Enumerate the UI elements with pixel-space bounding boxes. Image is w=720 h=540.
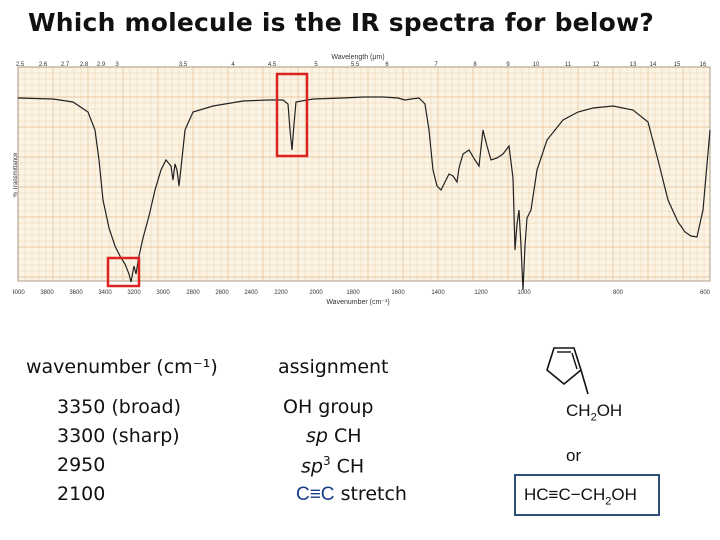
assignment-row-4: C≡C stretch (296, 483, 407, 506)
wavenumber-row-4: 2100 (57, 483, 106, 505)
spectrum-plot-area (18, 67, 710, 281)
triple-bond-label: C≡C (296, 484, 335, 505)
wavelength-tick: 11 (565, 62, 572, 68)
sp-italic: sp (306, 425, 328, 447)
wavelength-tick: 4.5 (268, 62, 277, 68)
wavelength-tick: 7 (434, 62, 438, 68)
wavenumber-row-1: 3350 (broad) (57, 396, 182, 418)
sp-italic: sp (301, 455, 323, 478)
propargyl-alcohol-box (514, 474, 660, 516)
wavenumber-axis-label: Wavenumber (cm⁻¹) (326, 299, 389, 306)
sp-ch-highlight (106, 256, 141, 288)
substituent-ch2oh: CH2OH (566, 401, 623, 424)
wavenumber-tick: 800 (613, 290, 624, 296)
wavelength-tick: 3.5 (179, 62, 188, 68)
wavenumber-tick: 3200 (127, 290, 141, 296)
wavelength-tick: 2.6 (39, 62, 48, 68)
wavelength-tick: 12 (593, 62, 600, 68)
wavenumber-tick: 600 (700, 290, 711, 296)
or-label: or (566, 446, 582, 465)
assignment-row-2: sp CH (306, 425, 362, 447)
wavelength-axis-label: Wavelength (μm) (331, 54, 384, 61)
wavelength-tick: 2.9 (97, 62, 106, 68)
wavelength-tick: 6 (385, 62, 389, 68)
wavelength-tick: 16 (700, 62, 707, 68)
wavenumber-tick: 2600 (215, 290, 229, 296)
wavelength-tick: 13 (630, 62, 637, 68)
ch-text: CH (327, 425, 362, 447)
wavenumber-tick: 1600 (391, 290, 405, 296)
wavenumber-tick: 3400 (98, 290, 112, 296)
wavelength-tick: 4 (231, 62, 235, 68)
wavenumber-header: wavenumber (cm⁻¹) (26, 356, 218, 378)
wavenumber-row-3: 2950 (57, 454, 106, 476)
sp3-superscript: 3 (322, 454, 331, 468)
wavenumber-tick-labels: 4000 3800 3600 3400 3200 3000 2800 2600 2400 2200… (13, 290, 711, 296)
spectrum-grid (17, 66, 710, 281)
wavelength-tick: 2.5 (16, 62, 25, 68)
wavenumber-tick: 2400 (244, 290, 258, 296)
wavenumber-tick: 1800 (346, 290, 360, 296)
ir-spectrum: 2.5 2.6 2.7 2.8 2.9 3 3.5 4 4.5 5 5.5 6 7 8 9 10 11 12 13 1… (13, 54, 711, 306)
wavenumber-tick: 2200 (274, 290, 288, 296)
wavenumber-tick: 4000 (13, 290, 25, 296)
wavenumber-tick: 1000 (517, 290, 531, 296)
wavelength-tick: 14 (650, 62, 657, 68)
wavenumber-row-2: 3300 (sharp) (57, 425, 180, 447)
wavelength-tick: 2.7 (61, 62, 70, 68)
wavenumber-tick: 3600 (69, 290, 83, 296)
transmittance-axis-label: % Transmittance (13, 152, 19, 197)
wavelength-tick: 10 (533, 62, 540, 68)
wavelength-tick: 3 (115, 62, 119, 68)
ch-text: CH (330, 455, 365, 478)
assignment-row-1: OH group (283, 396, 374, 418)
cyclopentene-methanol-structure (546, 347, 589, 395)
wavelength-tick: 15 (674, 62, 681, 68)
wavelength-tick-labels: 2.5 2.6 2.7 2.8 2.9 3 3.5 4 4.5 5 5.5 6 7 8 9 10 11 12 13 1… (16, 62, 707, 68)
wavelength-tick: 5.5 (351, 62, 360, 68)
propargyl-alcohol-formula: HC≡C−CH2OH (524, 485, 637, 508)
wavelength-tick: 5 (314, 62, 318, 68)
wavenumber-tick: 1200 (474, 290, 488, 296)
wavenumber-tick: 3800 (40, 290, 54, 296)
slide-title: Which molecule is the IR spectra for bel… (28, 8, 654, 37)
stretch-text: stretch (334, 483, 407, 505)
wavenumber-tick: 1400 (431, 290, 445, 296)
wavenumber-tick: 2800 (186, 290, 200, 296)
spectrum-trace (17, 96, 711, 291)
alkyne-stretch-highlight (275, 72, 309, 158)
wavelength-tick: 9 (506, 62, 510, 68)
wavelength-tick: 2.8 (80, 62, 89, 68)
assignment-header: assignment (278, 356, 389, 378)
wavelength-tick: 8 (473, 62, 477, 68)
wavenumber-tick: 2000 (309, 290, 323, 296)
assignment-row-3: sp3 CH (301, 454, 364, 477)
wavenumber-tick: 3000 (156, 290, 170, 296)
